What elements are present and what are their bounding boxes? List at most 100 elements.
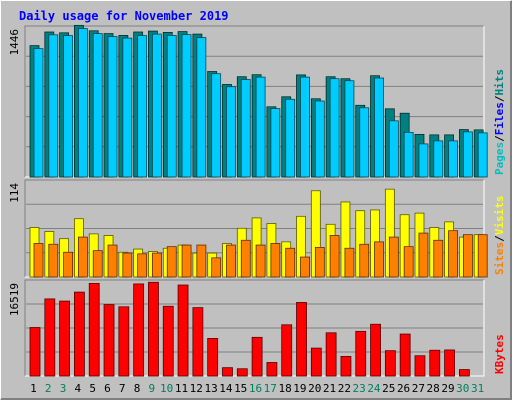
panel-visits-sites: 114 Sites/Visits: [8, 179, 506, 278]
bar-kbytes-day-10: [162, 305, 174, 377]
bar-sites-day-26: [403, 246, 414, 278]
x-tick-label-day-1: 1: [30, 382, 37, 395]
bar-files-day-23: [359, 107, 370, 178]
bar-kbytes-day-4: [74, 291, 85, 377]
bar-sites-day-2: [48, 243, 59, 278]
bar-sites-day-30: [462, 234, 473, 278]
x-tick-label-day-27: 27: [412, 382, 425, 395]
bar-kbytes-day-27: [414, 355, 426, 377]
bar-files-day-9: [152, 33, 162, 178]
bar-files-day-26: [403, 131, 414, 178]
x-tick-label-day-2: 2: [45, 382, 52, 395]
bar-files-day-31: [477, 132, 488, 178]
bar-sites-day-3: [63, 251, 74, 278]
bar-files-day-29: [448, 140, 458, 178]
bar-files-day-8: [137, 35, 148, 178]
panel-legend: KBytes: [493, 334, 506, 374]
bar-kbytes-day-1: [29, 327, 41, 377]
x-tick-label-day-20: 20: [308, 382, 321, 395]
bar-sites-day-14: [226, 244, 236, 278]
legend-entry: KBytes: [493, 334, 506, 374]
bar-sites-day-11: [181, 244, 192, 278]
legend-entry: /: [493, 95, 506, 102]
bar-files-day-3: [63, 35, 74, 178]
x-tick-label-day-23: 23: [353, 382, 366, 395]
bar-sites-day-7: [122, 252, 133, 278]
bar-files-day-21: [329, 78, 340, 178]
legend-entry: Files: [493, 102, 506, 135]
x-tick-label-day-30: 30: [456, 382, 469, 395]
bar-files-day-14: [226, 86, 236, 178]
bar-sites-day-22: [344, 247, 355, 278]
x-tick-label-day-25: 25: [382, 382, 395, 395]
bar-sites-day-18: [285, 247, 296, 278]
legend-entry: Pages: [493, 142, 506, 175]
bar-kbytes-day-25: [384, 350, 396, 377]
bar-sites-day-23: [359, 243, 370, 278]
x-tick-label-day-21: 21: [323, 382, 336, 395]
bar-kbytes-day-13: [207, 338, 219, 377]
x-tick-label-day-28: 28: [427, 382, 440, 395]
x-tick-label-day-29: 29: [441, 382, 454, 395]
panel-kbytes: 16519 KBytes: [8, 279, 506, 377]
bar-files-day-18: [285, 98, 296, 178]
bar-sites-day-4: [78, 236, 88, 278]
bar-kbytes-day-17: [266, 362, 278, 377]
bar-kbytes-day-16: [251, 336, 263, 377]
bar-sites-day-13: [211, 257, 222, 278]
bar-kbytes-day-30: [458, 369, 470, 377]
bar-sites-day-19: [300, 256, 310, 278]
bar-sites-day-29: [448, 230, 458, 278]
bar-sites-day-15: [240, 239, 251, 278]
bar-files-day-28: [433, 140, 444, 178]
x-tick-label-day-6: 6: [104, 382, 111, 395]
bar-sites-day-16: [255, 244, 266, 278]
bar-kbytes-day-19: [296, 302, 307, 377]
bar-files-day-27: [418, 143, 429, 178]
bar-files-day-22: [344, 80, 355, 178]
x-tick-label-day-11: 11: [175, 382, 188, 395]
bar-sites-day-21: [329, 235, 340, 278]
x-tick-label-day-10: 10: [160, 382, 173, 395]
bar-kbytes-day-8: [133, 283, 145, 377]
bar-sites-day-27: [418, 232, 429, 278]
legend-entry: Hits: [493, 69, 506, 96]
x-tick-label-day-18: 18: [278, 382, 291, 395]
bar-kbytes-day-29: [444, 349, 455, 377]
bar-kbytes-day-11: [177, 284, 189, 377]
x-tick-label-day-31: 31: [471, 382, 484, 395]
bar-kbytes-day-15: [236, 368, 248, 377]
bar-files-day-24: [374, 77, 384, 178]
bar-files-day-13: [211, 73, 222, 178]
bar-sites-day-25: [388, 236, 399, 278]
x-tick-label-day-12: 12: [190, 382, 203, 395]
bar-files-day-17: [270, 108, 281, 178]
bar-kbytes-day-18: [281, 324, 293, 377]
bar-files-day-6: [107, 36, 118, 178]
legend-entry: /: [493, 135, 506, 142]
bar-sites-day-5: [92, 250, 103, 278]
bar-files-day-5: [92, 33, 103, 178]
bar-kbytes-day-24: [370, 323, 381, 377]
bar-kbytes-day-3: [59, 300, 71, 377]
bar-files-day-25: [388, 120, 399, 178]
bar-kbytes-day-22: [340, 355, 352, 377]
bar-sites-day-10: [166, 246, 177, 278]
x-tick-label-day-7: 7: [119, 382, 126, 395]
bar-sites-day-31: [477, 234, 488, 278]
bar-kbytes-day-12: [192, 307, 204, 377]
bar-kbytes-day-20: [310, 347, 322, 377]
bar-files-day-11: [181, 34, 192, 178]
bar-files-day-10: [166, 35, 177, 178]
panel-legend: Sites/Visits: [493, 196, 506, 276]
bar-files-day-4: [78, 28, 88, 178]
bar-files-day-20: [314, 100, 325, 178]
bar-kbytes-day-23: [355, 330, 367, 377]
x-tick-label-day-4: 4: [75, 382, 82, 395]
bar-files-day-7: [122, 37, 133, 178]
bar-kbytes-day-26: [399, 333, 411, 377]
x-tick-label-day-3: 3: [60, 382, 67, 395]
y-max-label: 1446: [8, 29, 21, 56]
